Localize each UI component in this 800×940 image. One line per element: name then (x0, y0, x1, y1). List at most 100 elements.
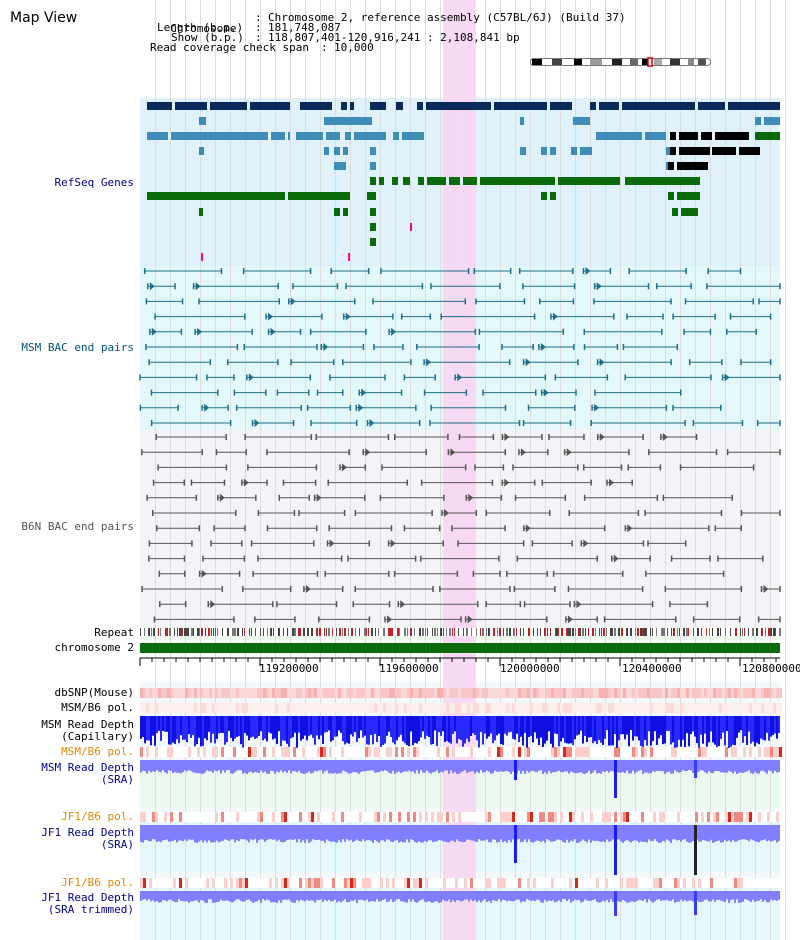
msm-b6-pol-cell (653, 703, 656, 713)
msm-capillary-depth-bar (744, 716, 746, 737)
jf1-sra-depth-bar (174, 825, 176, 840)
jf1-depth-trimmed-label-2[interactable]: (SRA trimmed) (47, 903, 134, 916)
chromosome-value: Chromosome 2, reference assembly (C57BL/… (268, 11, 626, 24)
msm-sra-depth-bar (764, 760, 766, 773)
jf1-depth-sra-label-2[interactable]: (SRA) (100, 838, 134, 851)
dbsnp-cell (263, 688, 266, 698)
gene-block (324, 117, 372, 125)
msm-sra-depth-bar (360, 760, 362, 773)
msm-b6-pol-cell-2 (530, 747, 533, 757)
repeat-element (278, 628, 280, 636)
jf1-b6-pol-cell-2 (506, 878, 509, 888)
jf1-b6-pol-cell (773, 812, 776, 822)
grid-line (485, 0, 486, 940)
msm-b6-pol-track-label-2[interactable]: MSM/B6 pol. (61, 745, 134, 758)
repeat-element (375, 628, 376, 636)
msm-b6-pol-track-label[interactable]: MSM/B6 pol. (61, 701, 134, 714)
jf1-b6-pol-track-label[interactable]: JF1/B6 pol. (61, 810, 134, 823)
jf1-b6-pol-cell (542, 812, 545, 822)
jf1-sra-depth-bar (644, 825, 646, 842)
msm-b6-pol-cell-2 (350, 747, 353, 757)
msm-bac-track-label[interactable]: MSM BAC end pairs (21, 341, 134, 354)
jf1-b6-pol-cell (326, 812, 329, 822)
jf1-trimmed-depth-bar (162, 891, 164, 901)
msm-capillary-depth-bar (366, 716, 368, 745)
jf1-sra-depth-bar (334, 825, 336, 843)
msm-b6-pol-cell (320, 703, 323, 713)
jf1-sra-depth-bar (380, 825, 382, 841)
jf1-sra-depth-bar (712, 825, 714, 843)
dbsnp-cell (269, 688, 272, 698)
dbsnp-cell (542, 688, 545, 698)
jf1-sra-depth-bar (646, 825, 648, 843)
jf1-trimmed-depth-bar (684, 891, 686, 901)
jf1-b6-pol-cell (275, 812, 278, 822)
jf1-b6-pol-cell-2 (395, 878, 398, 888)
msm-sra-depth-bar (774, 760, 776, 771)
jf1-sra-depth-bar (586, 825, 588, 843)
dbsnp-cell (419, 688, 422, 698)
msm-b6-pol-cell-2 (341, 747, 344, 757)
msm-b6-pol-cell-2 (671, 747, 674, 757)
msm-b6-pol-cell-2 (596, 747, 599, 757)
msm-depth-sra-label-2[interactable]: (SRA) (100, 773, 134, 786)
repeat-element (199, 628, 200, 636)
jf1-sra-depth-bar (298, 825, 300, 840)
jf1-sra-depth-bar (538, 825, 540, 841)
msm-b6-pol-cell-2 (407, 747, 410, 757)
jf1-sra-depth-bar (342, 825, 344, 840)
repeat-element (740, 628, 741, 636)
jf1-b6-pol-cell-2 (341, 878, 344, 888)
jf1-b6-pol-cell (299, 812, 302, 822)
refseq-track-label[interactable]: RefSeq Genes (54, 176, 134, 189)
msm-b6-pol-cell-2 (296, 747, 299, 757)
jf1-b6-pol-cell (443, 812, 446, 822)
msm-b6-pol-cell (287, 703, 290, 713)
jf1-b6-pol-track-label-2[interactable]: JF1/B6 pol. (61, 876, 134, 889)
jf1-trimmed-depth-bar (476, 891, 478, 903)
jf1-sra-depth-bar (522, 825, 524, 842)
msm-capillary-depth-bar (266, 716, 268, 742)
chromosome-ideogram[interactable] (530, 52, 712, 68)
msm-depth-sra-label-1[interactable]: MSM Read Depth (41, 761, 134, 774)
msm-b6-pol-cell (299, 703, 302, 713)
msm-b6-pol-cell-2 (623, 747, 626, 757)
msm-sra-depth-bar (354, 760, 356, 773)
jf1-b6-pol-cell-2 (644, 878, 647, 888)
jf1-depth-sra-label-1[interactable]: JF1 Read Depth (41, 826, 134, 839)
jf1-sra-depth-bar (760, 825, 762, 841)
gene-block (596, 132, 666, 140)
jf1-sra-depth-bar (628, 825, 630, 842)
jf1-sra-depth-bar (282, 825, 284, 843)
msm-depth-capillary-label-2[interactable]: (Capillary) (61, 730, 134, 743)
msm-b6-pol-cell (431, 703, 434, 713)
msm-capillary-depth-bar (698, 716, 700, 748)
highlight-region[interactable] (443, 0, 476, 940)
gene-block (520, 117, 524, 125)
b6n-bac-pair-arrow (400, 600, 406, 609)
msm-capillary-depth-bar (532, 716, 534, 743)
jf1-b6-pol-cell (215, 812, 218, 822)
repeat-track-label[interactable]: Repeat (94, 626, 134, 639)
repeat-element (410, 628, 412, 636)
jf1-sra-depth-bar (160, 825, 162, 843)
jf1-trimmed-depth-bar (450, 891, 452, 903)
jf1-depth-trimmed-label-1[interactable]: JF1 Read Depth (41, 891, 134, 904)
msm-sra-depth-bar (692, 760, 694, 774)
dbsnp-cell (182, 688, 185, 698)
msm-b6-pol-cell (353, 703, 356, 713)
chromosome-track-label[interactable]: chromosome 2 (54, 641, 134, 654)
dbsnp-cell (629, 688, 632, 698)
jf1-trimmed-depth-bar (364, 891, 366, 901)
dbsnp-cell (614, 688, 617, 698)
msm-depth-capillary-label-1[interactable]: MSM Read Depth (41, 718, 134, 731)
msm-b6-pol-cell (188, 703, 191, 713)
jf1-trimmed-depth-bar (510, 891, 512, 902)
jf1-b6-pol-cell-2 (353, 878, 356, 888)
msm-sra-depth-bar (140, 760, 142, 773)
dbsnp-track-label[interactable]: dbSNP(Mouse) (54, 686, 134, 699)
msm-sra-depth-bar (554, 760, 556, 773)
b6n-bac-track-label[interactable]: B6N BAC end pairs (21, 520, 134, 533)
repeat-element (404, 628, 406, 636)
